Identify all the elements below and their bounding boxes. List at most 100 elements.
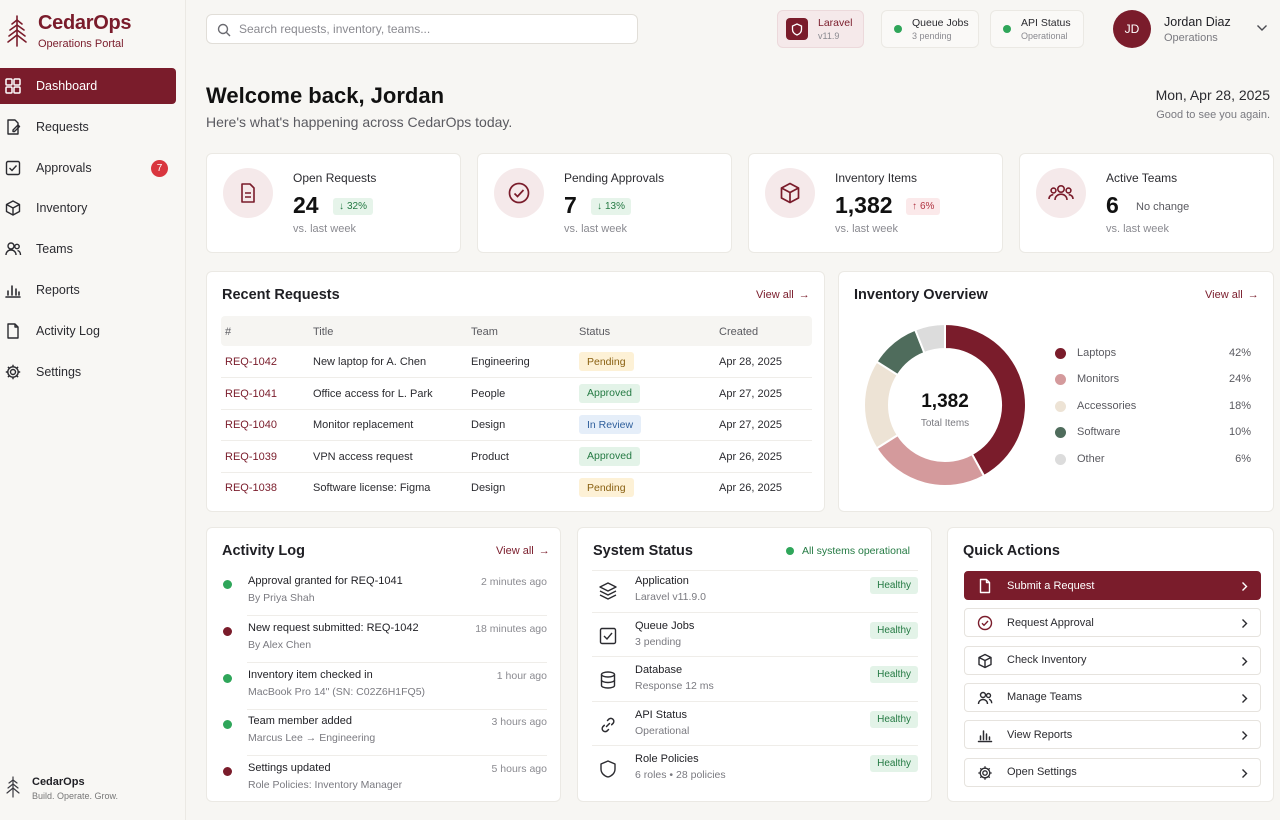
search-bar[interactable] <box>206 14 638 44</box>
request-id[interactable]: REQ-1042 <box>225 356 277 368</box>
quick-action-label: Open Settings <box>1007 766 1077 778</box>
api-status-pill[interactable]: API Status Operational <box>990 10 1084 48</box>
table-header: # Title Team Status Created <box>221 316 812 346</box>
table-row[interactable]: REQ-1040 Monitor replacement Design In Revi… <box>221 410 812 442</box>
laravel-title: Laravel <box>818 17 853 29</box>
sidebar-item-dashboard[interactable]: Dashboard <box>0 68 176 104</box>
donut-slice-laptops[interactable] <box>944 322 1027 478</box>
divider <box>592 745 918 747</box>
sidebar-item-teams[interactable]: Teams <box>0 231 176 267</box>
divider <box>247 615 547 616</box>
activity-sub: By Alex Chen <box>248 638 312 651</box>
legend-item[interactable]: Monitors 24% <box>1053 372 1251 388</box>
check-circle-icon <box>494 168 544 218</box>
system-item-sub: 6 roles • 28 policies <box>635 769 726 782</box>
request-id[interactable]: REQ-1039 <box>225 450 277 463</box>
divider <box>592 570 918 571</box>
table-row[interactable]: REQ-1042 New laptop for A. Chen Engineerin… <box>221 347 812 378</box>
chevron-right-icon <box>1242 693 1248 703</box>
arrow-down-icon: ↓ <box>339 201 344 212</box>
donut-slice-accessories[interactable] <box>863 360 900 450</box>
legend-label: Software <box>1077 426 1121 439</box>
system-status-row[interactable]: Queue Jobs 3 pending Healthy <box>592 620 918 664</box>
system-status-card: System Status All systems operational Ap… <box>577 527 932 802</box>
stat-card-active-teams[interactable]: Active Teams 6 No change vs. last week <box>1019 153 1274 253</box>
sidebar-item-inventory[interactable]: Inventory <box>0 190 176 226</box>
chevron-right-icon <box>1242 731 1248 741</box>
sidebar-item-reports[interactable]: Reports <box>0 272 176 308</box>
donut-slice-monitors[interactable] <box>875 433 986 487</box>
sidebar-item-approvals[interactable]: Approvals 7 <box>0 150 176 186</box>
stat-label: Open Requests <box>293 171 377 185</box>
stat-delta: ↓ 13% <box>591 198 632 215</box>
activity-time: 3 hours ago <box>491 716 547 729</box>
legend-item[interactable]: Other 6% <box>1053 452 1251 468</box>
activity-item[interactable]: Inventory item checked in MacBook Pro 14"… <box>221 669 547 716</box>
arrow-down-icon: ↓ <box>597 201 602 212</box>
inventory-overview-card: Inventory Overview View all → 1,382 Tota… <box>838 271 1274 512</box>
chevron-right-icon <box>1242 768 1248 778</box>
stat-card-pending-approvals[interactable]: Pending Approvals 7 ↓ 13% vs. last week <box>477 153 732 253</box>
view-all-label: View all <box>756 289 794 301</box>
system-item-title: API Status <box>635 708 687 721</box>
sidebar-item-settings[interactable]: Settings <box>0 354 176 390</box>
greeting-text: Good to see you again. <box>1156 109 1270 121</box>
table-row[interactable]: REQ-1041 Office access for L. Park People A… <box>221 379 812 410</box>
legend-item[interactable]: Software 10% <box>1053 425 1251 441</box>
system-status-row[interactable]: Role Policies 6 roles • 28 policies Health… <box>592 753 918 797</box>
brand[interactable]: CedarOps Operations Portal <box>6 12 131 50</box>
table-row[interactable]: REQ-1039 VPN access request Product Approve… <box>221 442 812 473</box>
activity-item[interactable]: Approval granted for REQ-1041 By Priya Sh… <box>221 575 547 622</box>
legend-item[interactable]: Accessories 18% <box>1053 399 1251 415</box>
manage-teams-button[interactable]: Manage Teams <box>964 682 1261 712</box>
legend-item[interactable]: Laptops 42% <box>1053 346 1251 362</box>
system-status-row[interactable]: Application Laravel v11.9.0 Healthy <box>592 575 918 619</box>
view-all-link[interactable]: View all → <box>756 289 810 301</box>
sidebar-item-requests[interactable]: Requests <box>0 109 176 145</box>
legend-label: Accessories <box>1077 399 1137 412</box>
view-all-link[interactable]: View all → <box>1205 289 1259 301</box>
legend-swatch <box>1055 400 1066 412</box>
gear-icon <box>978 765 992 780</box>
open-settings-button[interactable]: Open Settings <box>964 757 1261 787</box>
activity-item[interactable]: New request submitted: REQ-1042 By Alex C… <box>221 622 547 669</box>
laravel-version: v11.9 <box>818 31 840 41</box>
stat-label: Inventory Items <box>835 171 918 185</box>
table-row[interactable]: REQ-1038 Software license: Figma Design Pen… <box>221 473 812 504</box>
donut-slice-other[interactable] <box>913 322 946 355</box>
system-item-title: Database <box>635 664 683 677</box>
sidebar-item-activity-log[interactable]: Activity Log <box>0 313 176 349</box>
divider <box>247 661 547 663</box>
approvals-count-badge: 7 <box>151 159 168 177</box>
legend-value: 42% <box>1228 347 1251 359</box>
layers-icon <box>599 582 617 600</box>
legend-label: Laptops <box>1077 347 1117 359</box>
request-approval-button[interactable]: Request Approval <box>964 608 1261 638</box>
activity-title: Settings updated <box>248 762 331 775</box>
view-reports-button[interactable]: View Reports <box>964 720 1261 750</box>
stat-card-open-requests[interactable]: Open Requests 24 ↓ 32% vs. last week <box>206 153 461 253</box>
request-id[interactable]: REQ-1041 <box>225 387 277 400</box>
activity-sub: By Priya Shah <box>248 592 315 604</box>
system-status-row[interactable]: API Status Operational Healthy <box>592 709 918 753</box>
user-menu[interactable]: JD Jordan Diaz Operations <box>1113 10 1231 48</box>
request-team: Design <box>471 419 506 432</box>
laravel-version-pill[interactable]: Laravel v11.9 <box>777 10 864 48</box>
system-status-row[interactable]: Database Response 12 ms Healthy <box>592 664 918 708</box>
activity-item[interactable]: Settings updated Role Policies: Inventory… <box>221 762 547 809</box>
check-inventory-button[interactable]: Check Inventory <box>964 645 1261 675</box>
request-id[interactable]: REQ-1040 <box>225 419 277 432</box>
legend-value: 6% <box>1235 452 1251 465</box>
activity-item[interactable]: Team member added Marcus Lee → Engineerin… <box>221 715 547 762</box>
submit-a-request-button[interactable]: Submit a Request <box>964 571 1261 600</box>
view-all-link[interactable]: View all → <box>496 545 550 557</box>
queue-jobs-pill[interactable]: Queue Jobs 3 pending <box>881 10 979 48</box>
request-id[interactable]: REQ-1038 <box>225 482 277 495</box>
stat-card-inventory-items[interactable]: Inventory Items 1,382 ↑ 6% vs. last week <box>748 153 1003 253</box>
view-all-label: View all <box>1205 289 1243 301</box>
arrow-right-icon: → <box>1247 289 1259 301</box>
search-input[interactable] <box>239 22 629 36</box>
activity-title: Approval granted for REQ-1041 <box>248 575 403 587</box>
activity-dot <box>223 580 232 589</box>
chevron-down-icon[interactable] <box>1256 24 1268 32</box>
